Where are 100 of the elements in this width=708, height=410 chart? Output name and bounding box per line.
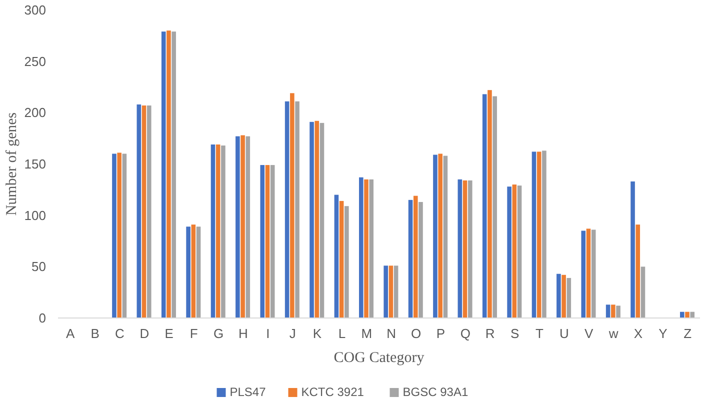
bar xyxy=(556,274,561,318)
x-tick-label: Z xyxy=(684,326,692,341)
bar xyxy=(640,266,646,318)
bar xyxy=(690,312,695,318)
bar xyxy=(166,30,171,318)
bar xyxy=(136,104,142,318)
bar xyxy=(236,136,240,318)
bar xyxy=(320,122,324,318)
bar xyxy=(359,177,364,318)
x-tick-label: O xyxy=(410,326,422,341)
bar xyxy=(270,165,275,318)
bar xyxy=(290,93,294,318)
bar xyxy=(611,304,616,318)
bar xyxy=(172,32,176,318)
bar xyxy=(408,200,413,318)
bar xyxy=(196,226,201,318)
bar xyxy=(581,230,586,318)
x-tick-label: G xyxy=(213,326,224,341)
bar xyxy=(542,150,546,318)
bar xyxy=(532,152,536,318)
bar xyxy=(591,230,596,318)
bar xyxy=(517,186,522,318)
x-tick-label: T xyxy=(536,326,544,341)
bar xyxy=(443,156,448,318)
x-tick-label: X xyxy=(634,326,643,341)
bar xyxy=(216,144,220,318)
bar xyxy=(240,135,245,318)
x-tick-label: V xyxy=(584,326,594,341)
bar xyxy=(314,120,320,318)
bar xyxy=(394,266,398,318)
bar xyxy=(161,32,166,318)
bar xyxy=(339,200,344,318)
x-tick-label: H xyxy=(238,326,248,341)
bar xyxy=(344,206,349,318)
bar xyxy=(186,226,190,318)
x-tick-label: U xyxy=(559,326,569,341)
bar xyxy=(562,274,566,318)
bar xyxy=(122,154,127,318)
legend-label: PLS47 xyxy=(230,385,266,399)
bar xyxy=(388,266,394,318)
bar xyxy=(295,101,300,318)
bar xyxy=(512,184,517,318)
x-tick-label: L xyxy=(338,326,346,341)
legend-label: KCTC 3921 xyxy=(301,385,364,399)
bar xyxy=(680,312,684,318)
bar xyxy=(468,180,472,318)
x-tick-label: A xyxy=(66,326,76,341)
bar xyxy=(265,165,270,318)
bar xyxy=(210,144,216,318)
x-tick-label: K xyxy=(312,326,322,341)
y-tick-label: 150 xyxy=(24,156,46,172)
bar xyxy=(433,154,438,318)
bar xyxy=(310,122,314,318)
bar xyxy=(488,90,492,318)
bar xyxy=(630,181,635,318)
y-tick-label: 100 xyxy=(24,208,46,223)
bar xyxy=(606,304,610,318)
bar xyxy=(636,224,640,318)
x-tick-label: S xyxy=(510,326,520,341)
x-tick-label: R xyxy=(485,326,495,341)
y-tick-label: 50 xyxy=(32,259,46,274)
x-tick-label: P xyxy=(436,326,446,341)
x-tick-label: E xyxy=(164,326,174,341)
bar xyxy=(413,196,418,318)
bar xyxy=(364,179,368,318)
bar xyxy=(616,306,620,318)
bar xyxy=(438,154,442,318)
x-tick-label: C xyxy=(115,326,124,341)
bar xyxy=(507,186,512,318)
x-tick-label: Y xyxy=(658,326,668,341)
x-axis-title: COG Category xyxy=(334,350,425,366)
bar xyxy=(334,194,339,318)
x-tick-label: I xyxy=(266,326,270,341)
y-tick-label: 250 xyxy=(24,54,46,69)
bar xyxy=(418,202,423,318)
bar xyxy=(191,224,196,318)
bar xyxy=(284,101,290,318)
bar xyxy=(146,105,152,318)
bar xyxy=(536,152,542,318)
x-tick-label: N xyxy=(386,326,396,341)
bar xyxy=(482,94,487,318)
x-tick-label: J xyxy=(289,326,296,341)
bar xyxy=(117,152,122,318)
y-tick-label: 300 xyxy=(24,2,46,18)
bar xyxy=(260,165,265,318)
x-tick-label: F xyxy=(190,326,198,341)
y-axis-title: Number of genes xyxy=(4,112,20,216)
bar xyxy=(462,180,468,318)
y-tick-label: 200 xyxy=(24,105,46,120)
bar xyxy=(566,278,572,318)
bar xyxy=(492,96,497,318)
bar xyxy=(246,136,250,318)
bar xyxy=(586,228,591,318)
y-tick-label: 0 xyxy=(38,310,46,326)
bar xyxy=(221,146,226,318)
x-tick-label: D xyxy=(140,326,150,341)
bar xyxy=(369,179,374,318)
x-tick-label: w xyxy=(608,326,619,341)
bar xyxy=(384,266,388,318)
bar xyxy=(142,105,146,318)
